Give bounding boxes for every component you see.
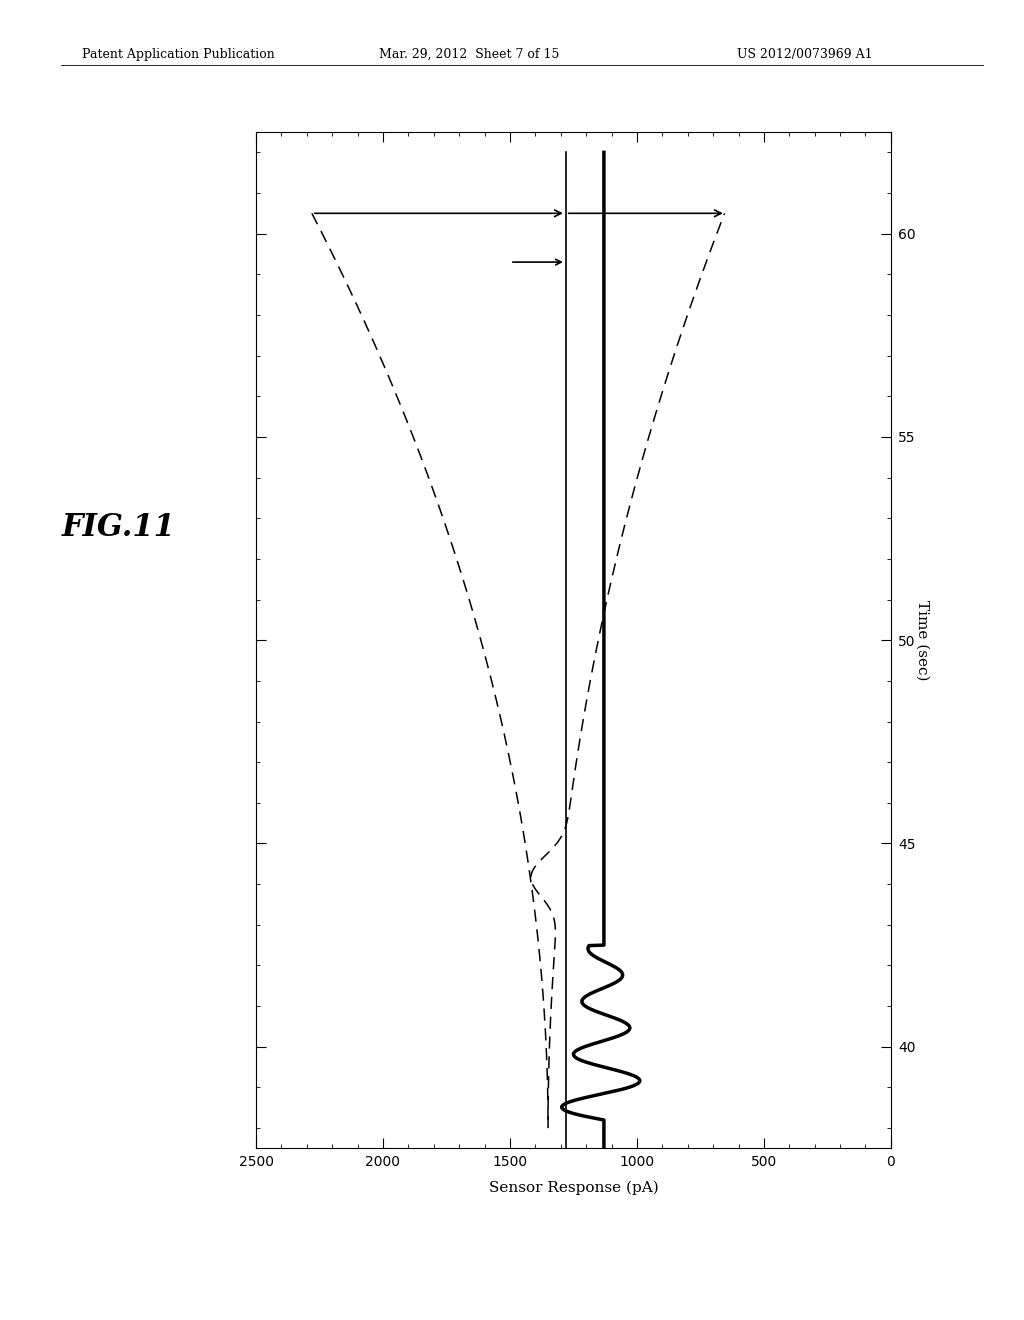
Text: Mar. 29, 2012  Sheet 7 of 15: Mar. 29, 2012 Sheet 7 of 15 [379,48,559,61]
Text: US 2012/0073969 A1: US 2012/0073969 A1 [737,48,872,61]
Y-axis label: Time (sec): Time (sec) [915,601,930,680]
Text: FIG.11: FIG.11 [61,512,175,544]
X-axis label: Sensor Response (pA): Sensor Response (pA) [488,1180,658,1195]
Text: Patent Application Publication: Patent Application Publication [82,48,274,61]
